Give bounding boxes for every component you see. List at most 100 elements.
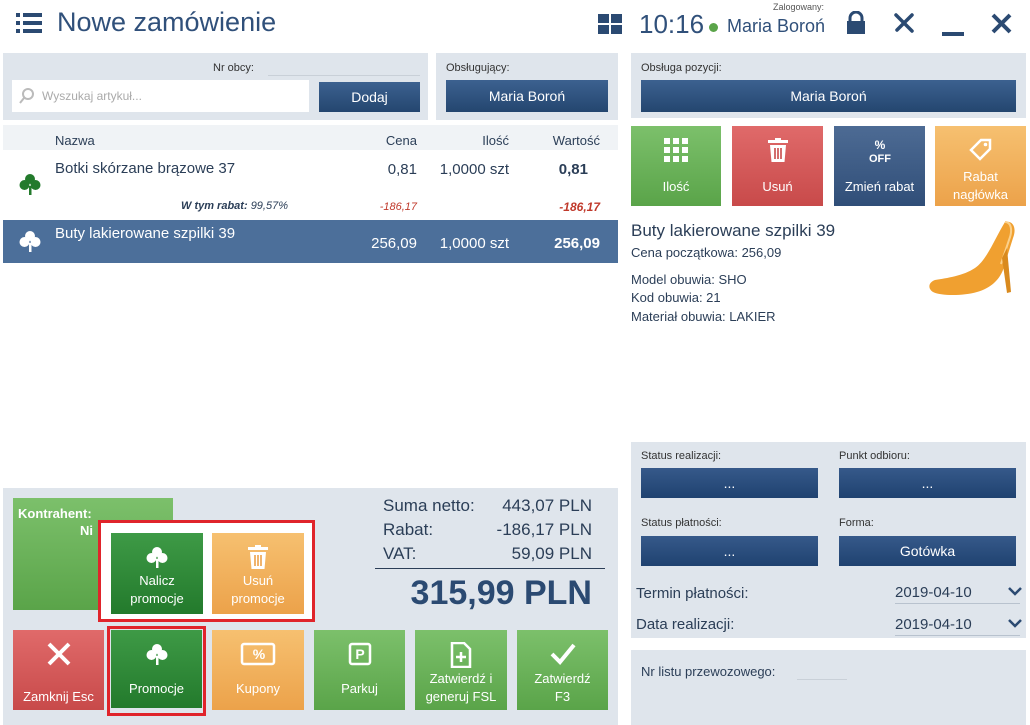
quantity-tile[interactable]: Ilość (631, 126, 721, 206)
realization-date-value[interactable]: 2019-04-10 (895, 616, 972, 633)
search-input[interactable]: Wyszukaj artykuł... (12, 80, 309, 112)
tile-label: Zmień rabat (844, 179, 915, 194)
item-value: 256,09 (554, 235, 600, 252)
discount-price: -186,17 (379, 201, 417, 213)
field-underline (895, 603, 1020, 604)
nr-obcy-field[interactable] (268, 75, 420, 76)
promo-icon (19, 174, 41, 195)
vat-value: 59,09 PLN (511, 544, 592, 563)
coupon-icon: % (240, 642, 276, 666)
minimize-icon[interactable] (942, 30, 964, 38)
park-icon: P (348, 642, 371, 666)
tile-label: Usuń (762, 179, 793, 194)
button-label: Promocje (129, 681, 184, 696)
check-icon (550, 643, 576, 665)
staff-button[interactable]: Maria Boroń (446, 80, 608, 112)
calculate-promo-button[interactable]: Nalicz promocje (111, 533, 203, 614)
button-label: Usuń promocje (231, 573, 285, 606)
status-dot (709, 23, 718, 32)
tools-icon[interactable] (893, 12, 915, 34)
item-price: 0,81 (387, 161, 417, 178)
chevron-icon[interactable] (1008, 587, 1022, 597)
coupons-button[interactable]: % Kupony (212, 630, 304, 710)
item-quantity: 1,0000 szt (439, 161, 509, 178)
highlight-frame (107, 626, 206, 716)
column-header: Cena (385, 133, 417, 148)
button-label: Parkuj (341, 681, 378, 696)
discount-value: -186,17 (559, 200, 600, 214)
column-header: Nazwa (55, 133, 95, 148)
items-table (3, 125, 618, 488)
product-name: Buty lakierowane szpilki 39 (631, 221, 836, 240)
promo-icon (19, 231, 41, 252)
field-label: Status realizacji: (641, 450, 722, 462)
waybill-label: Nr listu przewozowego: (641, 664, 776, 679)
product-image (929, 221, 1015, 295)
discount-label: W tym rabat: (181, 200, 248, 212)
table-header (3, 125, 618, 150)
position-staff-label: Obsługa pozycji: (641, 62, 722, 74)
lock-icon[interactable] (845, 11, 867, 35)
close-button[interactable]: Zamknij Esc (13, 630, 104, 710)
column-header: Wartość (552, 133, 600, 148)
payment-form-field[interactable]: Gotówka (839, 536, 1016, 566)
change-discount-tile[interactable]: % OFF Zmień rabat (834, 126, 925, 206)
promo-icon (146, 547, 168, 568)
button-label: Zamknij Esc (23, 689, 94, 704)
pickup-field[interactable]: ... (839, 468, 1016, 498)
document-icon (450, 642, 472, 668)
discount-percent: 99,57% (250, 200, 288, 212)
trash-icon (248, 545, 268, 569)
delete-tile[interactable]: Usuń (732, 126, 823, 206)
button-label: Kupony (235, 681, 281, 696)
customer-label: Kontrahent: (18, 506, 92, 521)
product-detail: Model obuwia: SHO (631, 272, 747, 287)
park-button[interactable]: P Parkuj (314, 630, 405, 710)
confirm-button[interactable]: Zatwierdź F3 (517, 630, 608, 710)
item-price: 256,09 (371, 235, 417, 252)
item-quantity: 1,0000 szt (439, 235, 509, 252)
promotions-button[interactable]: Promocje (111, 630, 202, 708)
item-value: 0,81 (558, 161, 588, 178)
logged-label: Zalogowany: (773, 2, 825, 12)
net-label: Suma netto: (383, 496, 475, 515)
close-icon[interactable] (991, 13, 1012, 34)
net-value: 443,07 PLN (502, 496, 592, 515)
field-label: Punkt odbioru: (839, 450, 910, 462)
field-underline (895, 635, 1020, 636)
header-discount-tile[interactable]: Rabat nagłówka (935, 126, 1026, 206)
confirm-fsl-button[interactable]: Zatwierdź i generuj FSL (415, 630, 507, 710)
payment-term-value[interactable]: 2019-04-10 (895, 584, 972, 601)
field-label: Forma: (839, 517, 874, 529)
field-label: Status płatności: (641, 517, 722, 529)
tag-icon (968, 138, 991, 161)
remove-promo-button[interactable]: Usuń promocje (212, 533, 304, 614)
layout-icon[interactable] (598, 14, 622, 34)
table-row-selected[interactable] (3, 220, 618, 263)
waybill-field[interactable] (797, 679, 847, 680)
add-button[interactable]: Dodaj (319, 82, 420, 112)
status-realization-field[interactable]: ... (641, 468, 818, 498)
summary-divider (375, 568, 605, 569)
x-icon (47, 642, 70, 666)
payment-status-field[interactable]: ... (641, 536, 818, 566)
user-name: Maria Boroń (727, 16, 826, 36)
staff-label: Obsługujący: (446, 62, 510, 74)
button-label: Zatwierdź i generuj FSL (425, 671, 497, 704)
menu-icon[interactable] (16, 12, 42, 34)
chevron-icon[interactable] (1008, 619, 1022, 629)
product-detail: Materiał obuwia: LAKIER (631, 309, 776, 324)
trash-icon (767, 138, 788, 162)
tile-label: Ilość (662, 179, 690, 194)
grid-icon (664, 138, 688, 162)
discount-note: W tym rabat: 99,57% (181, 200, 288, 212)
svg-text:%: % (874, 138, 885, 152)
field-label: Data realizacji: (636, 616, 735, 633)
total-value: 315,99 PLN (410, 574, 592, 612)
discount-label: Rabat: (383, 520, 434, 539)
position-staff-button[interactable]: Maria Boroń (641, 80, 1016, 112)
svg-text:OFF: OFF (869, 153, 891, 164)
promo-icon (146, 644, 167, 665)
